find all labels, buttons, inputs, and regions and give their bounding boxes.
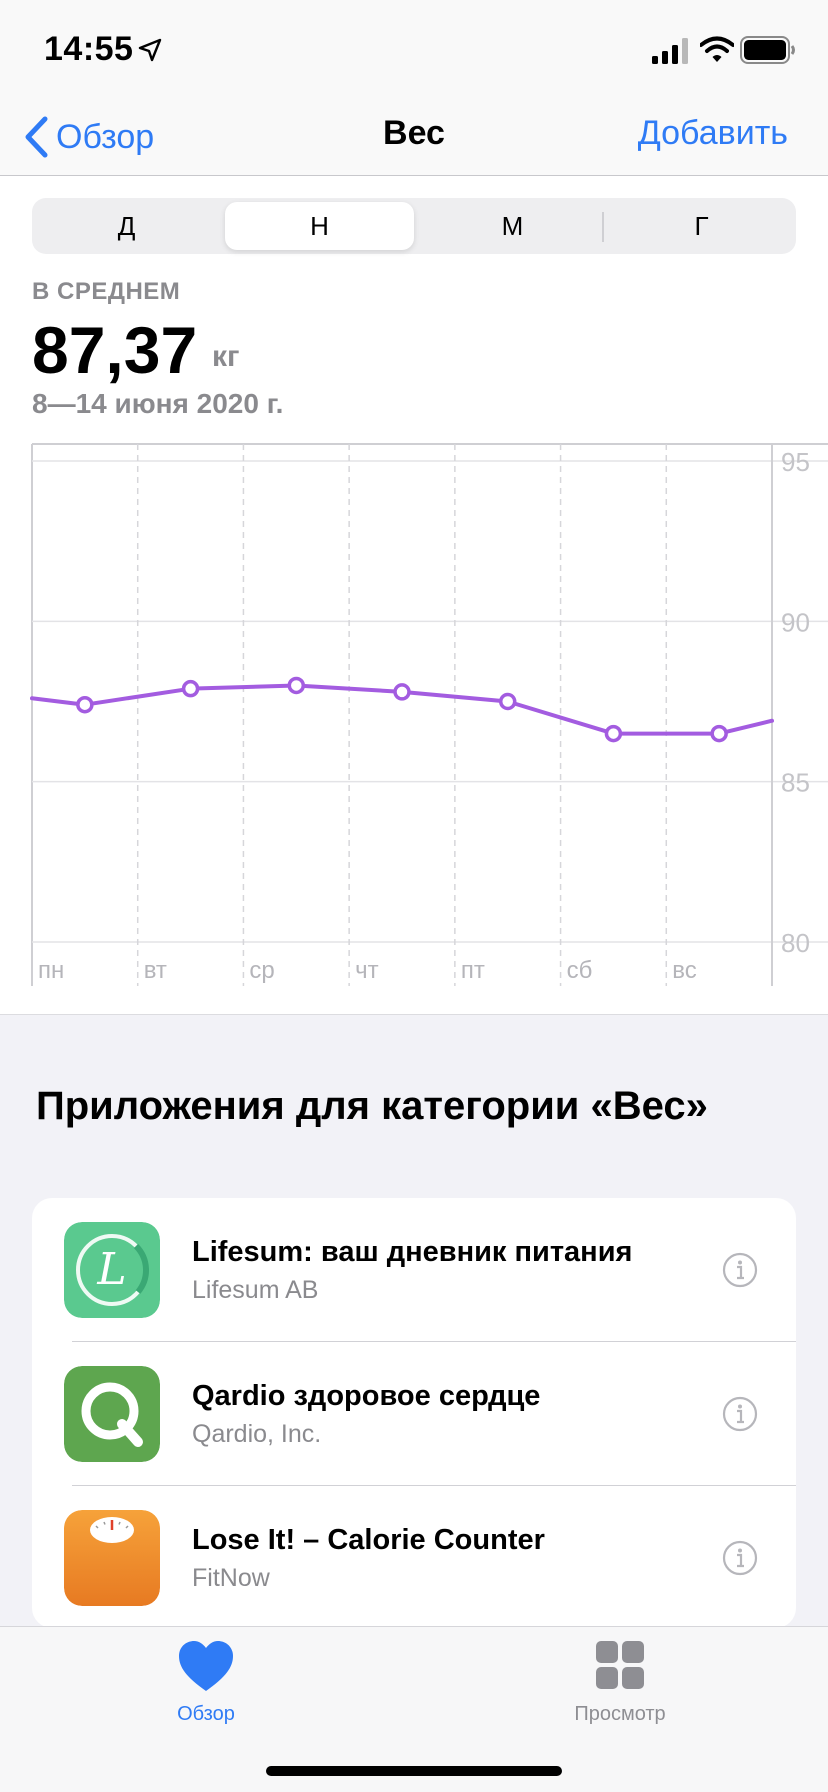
app-name: Lose It! – Calorie Counter: [192, 1524, 545, 1556]
tab-overview[interactable]: Обзор: [106, 1639, 306, 1726]
info-icon[interactable]: [722, 1540, 758, 1576]
date-range: 8—14 июня 2020 г.: [32, 388, 284, 419]
x-tick-label: ср: [249, 957, 274, 984]
page-title: Вес: [383, 114, 445, 152]
lifesum-icon: L: [64, 1222, 160, 1318]
weight-line-chart[interactable]: 95 90 85 80 пн вт ср чт пт сб вс: [0, 438, 828, 1010]
data-point: [287, 676, 306, 695]
segment-year[interactable]: Г: [694, 210, 709, 241]
average-value: 87,37: [32, 313, 198, 387]
app-developer: FitNow: [192, 1564, 270, 1592]
data-point: [76, 695, 94, 714]
app-row-loseit[interactable]: Lose It! – Calorie Counter FitNow: [32, 1486, 796, 1628]
app-name: Qardio здоровое сердце: [192, 1380, 541, 1412]
navigation-bar: Обзор Вес Добавить: [0, 100, 828, 176]
data-point: [498, 692, 517, 711]
segment-divider: [602, 212, 604, 242]
app-row-lifesum[interactable]: L Lifesum: ваш дневник питания Lifesum A…: [32, 1198, 796, 1342]
tab-overview-label: Обзор: [177, 1703, 235, 1725]
back-button-label: Обзор: [56, 117, 155, 156]
y-tick-label: 80: [781, 928, 810, 958]
data-point: [393, 683, 411, 701]
heart-icon: [179, 1641, 233, 1691]
period-segmented-control: Д Н М Г: [32, 198, 796, 254]
row-separator: [72, 1341, 796, 1342]
info-icon[interactable]: [722, 1396, 758, 1432]
x-tick-label: вс: [672, 957, 696, 984]
home-indicator: [266, 1766, 562, 1776]
battery-icon: [740, 36, 795, 64]
average-label: В СРЕДНЕМ: [32, 278, 181, 305]
data-point: [604, 724, 623, 743]
y-tick-label: 95: [781, 447, 810, 477]
x-tick-label: сб: [567, 957, 593, 984]
segment-day[interactable]: Д: [117, 210, 136, 241]
svg-text:L: L: [96, 1244, 126, 1295]
apps-section-title: Приложения для категории «Вес»: [36, 1084, 708, 1128]
average-unit: кг: [212, 340, 240, 373]
apps-list: L Lifesum: ваш дневник питания Lifesum A…: [32, 1198, 796, 1628]
qardio-icon: [64, 1366, 160, 1462]
cellular-signal-icon: [652, 38, 688, 64]
info-icon[interactable]: [722, 1252, 758, 1288]
data-point: [710, 724, 728, 743]
grid-icon: [596, 1641, 644, 1689]
app-developer: Qardio, Inc.: [192, 1420, 322, 1448]
x-tick-label: пт: [461, 957, 485, 984]
status-time: 14:55: [44, 30, 134, 68]
data-point: [181, 679, 200, 698]
tab-browse-label: Просмотр: [574, 1703, 666, 1725]
segment-week[interactable]: Н: [225, 202, 414, 250]
app-name: Lifesum: ваш дневник питания: [192, 1236, 633, 1268]
x-tick-label: пн: [38, 957, 64, 984]
segment-month[interactable]: М: [501, 210, 524, 241]
y-tick-label: 90: [781, 607, 810, 637]
x-tick-label: чт: [355, 957, 379, 984]
tab-bar: Обзор Просмотр: [0, 1626, 828, 1792]
y-tick-label: 85: [781, 768, 810, 798]
row-separator: [72, 1485, 796, 1486]
status-bar: 14:55: [0, 0, 828, 100]
chevron-left-icon: [25, 116, 48, 158]
app-developer: Lifesum AB: [192, 1276, 319, 1304]
tab-browse[interactable]: Просмотр: [520, 1639, 720, 1726]
add-data-button[interactable]: Добавить: [637, 114, 788, 152]
wifi-icon: [700, 36, 734, 62]
location-arrow-icon: [138, 38, 162, 62]
loseit-icon: [64, 1510, 160, 1606]
app-row-qardio[interactable]: Qardio здоровое сердце Qardio, Inc.: [32, 1342, 796, 1486]
back-button[interactable]: Обзор: [24, 112, 154, 162]
x-tick-label: вт: [144, 957, 167, 984]
